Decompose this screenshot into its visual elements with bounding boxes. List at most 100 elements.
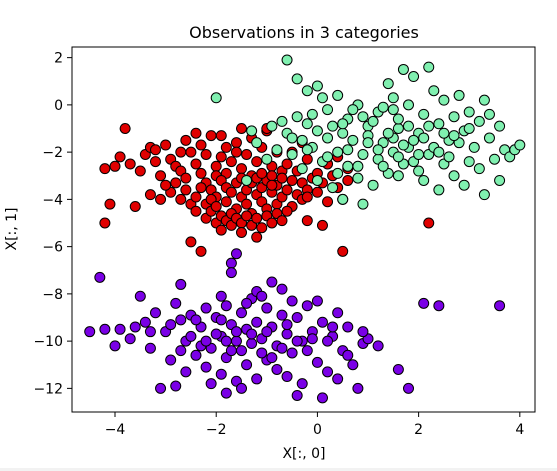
scatter-point-series-3-53 — [301, 300, 313, 312]
scatter-point-series-1-15 — [180, 134, 192, 146]
scatter-point-series-1-93 — [210, 200, 222, 212]
scatter-point-series-2-76 — [271, 144, 283, 156]
scatter-point-series-3-102 — [175, 345, 187, 357]
scatter-point-series-1-44 — [220, 196, 232, 208]
scatter-point-series-1-28 — [230, 137, 242, 149]
scatter-point-series-3-25 — [215, 368, 227, 380]
scatter-point-series-1-20 — [200, 148, 212, 160]
scatter-point-series-2-80 — [241, 174, 253, 186]
scatter-point-series-1-10 — [155, 170, 167, 182]
scatter-point-series-1-104 — [251, 212, 263, 224]
scatter-point-series-3-35 — [241, 359, 253, 371]
scatter-point-series-3-7 — [134, 290, 146, 302]
scatter-point-series-1-117 — [119, 123, 131, 134]
scatter-point-series-2-81 — [246, 125, 258, 137]
x-tick-label-4: 2 — [414, 422, 423, 438]
x-tick-label-2: −2 — [206, 422, 227, 438]
scatter-point-series-3-9 — [144, 342, 156, 354]
scatter-point-series-2-32 — [478, 94, 490, 106]
scatter-point-series-2-34 — [489, 153, 501, 165]
scatter-point-series-2-105 — [418, 132, 430, 144]
scatter-point-series-3-14 — [170, 297, 182, 309]
scatter-point-series-2-41 — [478, 189, 490, 201]
scatter-point-series-3-81 — [433, 300, 445, 312]
scatter-point-series-1-18 — [190, 127, 202, 139]
scatter-point-series-1-115 — [104, 198, 116, 210]
scatter-point-series-2-16 — [397, 63, 409, 75]
scatter-point-series-3-91 — [256, 290, 268, 302]
scatter-point-series-3-3 — [99, 323, 111, 335]
scatter-point-series-2-5 — [311, 80, 323, 92]
scatter-point-series-3-99 — [124, 333, 136, 345]
scatter-point-series-3-82 — [494, 300, 506, 312]
scatter-point-series-2-61 — [347, 134, 359, 146]
scatter-point-series-1-21 — [205, 130, 217, 142]
scatter-point-series-2-78 — [261, 153, 273, 165]
scatter-point-series-2-96 — [327, 120, 339, 132]
scatter-point-series-3-19 — [190, 349, 202, 361]
scatter-point-series-2-79 — [251, 137, 263, 149]
scatter-point-series-1-33 — [251, 156, 263, 168]
scatter-point-series-2-13 — [382, 78, 394, 90]
scatter-point-series-2-109 — [362, 137, 374, 149]
scatter-point-series-3-105 — [261, 326, 273, 338]
scatter-point-series-2-59 — [357, 148, 369, 160]
scatter-point-series-3-92 — [266, 352, 278, 364]
scatter-point-series-3-5 — [114, 323, 126, 335]
scatter-point-series-3-108 — [322, 335, 334, 347]
scatter-point-series-3-96 — [327, 321, 339, 333]
scatter-point-series-2-8 — [332, 89, 344, 101]
scatter-point-series-1-140 — [236, 123, 248, 134]
scatter-point-series-1-1 — [99, 163, 111, 175]
scatter-point-series-2-73 — [286, 148, 298, 160]
scatter-point-series-3-30 — [230, 335, 242, 347]
scatter-point-series-2-68 — [311, 125, 323, 137]
scatter-point-series-1-51 — [241, 198, 253, 210]
y-tick-label-5: −6 — [42, 240, 63, 256]
scatter-point-series-1-8 — [149, 144, 161, 156]
scatter-point-series-2-77 — [266, 120, 278, 132]
scatter-point-series-2-110 — [342, 144, 354, 156]
scatter-point-series-2-104 — [403, 120, 414, 132]
scatter-point-series-2-39 — [514, 139, 526, 151]
scatter-point-series-2-3 — [291, 73, 303, 85]
scatter-point-series-3-2 — [94, 271, 106, 283]
scatter-point-series-3-61 — [342, 321, 354, 333]
scatter-point-series-2-35 — [494, 120, 506, 132]
scatter-point-series-1-19 — [195, 167, 207, 179]
scatter-point-series-1-4 — [124, 158, 136, 170]
scatter-point-series-1-85 — [190, 191, 202, 203]
scatter-point-series-3-87 — [180, 366, 192, 378]
scatter-point-series-3-116 — [357, 326, 369, 338]
scatter-point-series-2-102 — [372, 144, 384, 156]
scatter-point-series-2-17 — [403, 99, 414, 111]
scatter-point-series-2-71 — [296, 134, 308, 146]
scatter-point-series-1-121 — [337, 245, 349, 257]
scatter-point-series-3-94 — [301, 345, 313, 357]
scatter-point-series-2-23 — [433, 118, 445, 130]
scatter-point-series-2-84 — [377, 101, 389, 113]
scatter-point-series-1-122 — [423, 217, 435, 229]
scatter-point-series-3-104 — [246, 328, 258, 340]
scatter-point-series-3-67 — [225, 257, 237, 269]
scatter-point-series-2-115 — [397, 139, 409, 151]
scatter-point-series-2-85 — [392, 113, 404, 125]
scatter-point-series-3-55 — [311, 356, 323, 368]
y-tick-label-8: −12 — [33, 381, 63, 397]
scatter-point-series-3-115 — [306, 333, 318, 345]
scatter-point-series-1-30 — [241, 148, 253, 160]
scatter-point-series-2-101 — [352, 160, 364, 172]
y-tick-label-2: 0 — [54, 98, 63, 114]
scatter-point-series-2-119 — [377, 160, 389, 172]
scatter-point-series-3-63 — [352, 382, 364, 394]
scatter-point-series-3-74 — [236, 382, 248, 394]
scatter-point-series-2-86 — [408, 134, 420, 146]
scatter-point-series-1-76 — [322, 196, 334, 208]
scatter-point-series-2-98 — [296, 163, 308, 175]
scatter-point-series-1-83 — [180, 184, 192, 196]
scatter-point-series-1-127 — [281, 158, 293, 170]
scatter-point-series-3-93 — [286, 295, 298, 307]
scatter-point-series-3-59 — [332, 307, 344, 319]
scatter-point-series-3-46 — [276, 309, 288, 321]
scatter-point-series-3-73 — [220, 387, 232, 399]
